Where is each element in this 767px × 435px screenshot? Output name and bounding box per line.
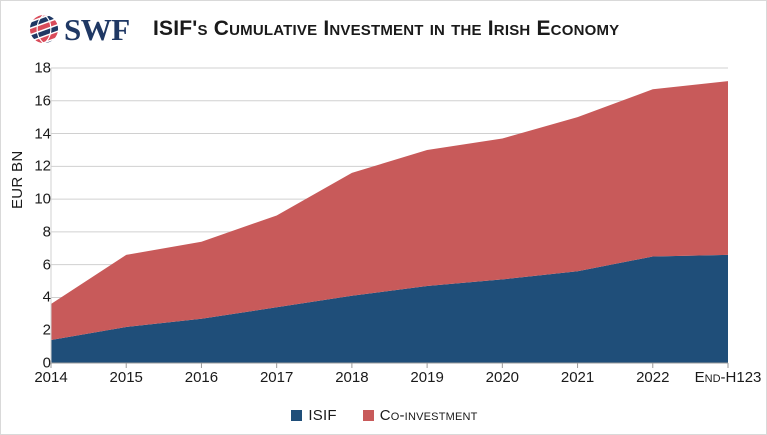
- page-title: ISIF's Cumulative Investment in the Iris…: [153, 17, 620, 40]
- x-axis-tick-label-2018: 2018: [335, 369, 369, 386]
- area-chart-canvas: [50, 67, 729, 368]
- y-axis-tick-2: 2: [42, 321, 51, 339]
- x-axis-tick-label-2020: 2020: [485, 369, 520, 386]
- chart-header: SWF ISIF's Cumulative Investment in the …: [1, 1, 767, 57]
- x-axis-tick-label-2017: 2017: [259, 369, 294, 386]
- y-axis-tick-10: 10: [34, 190, 51, 208]
- plot-area: EUR BN 18 16 14 12 10 8 6 4 2 0 2014 2015 2016 2017 2…: [1, 57, 767, 387]
- y-axis-tick-12: 12: [34, 157, 51, 175]
- legend-label: ISIF: [308, 407, 337, 424]
- legend-item-isif[interactable]: ISIF: [291, 407, 337, 424]
- legend-swatch-icon: [362, 410, 374, 421]
- y-axis-tick-8: 8: [42, 223, 51, 241]
- y-axis-tick-labels: 18 16 14 12 10 8 6 4 2 0: [25, 57, 51, 387]
- legend-swatch-icon: [291, 410, 303, 421]
- y-axis-tick-16: 16: [34, 92, 51, 110]
- y-axis-tick-18: 18: [34, 59, 51, 77]
- y-axis-tick-4: 4: [42, 288, 51, 306]
- legend-label: Co-investment: [379, 407, 478, 424]
- area-series-co-investment: [51, 81, 728, 341]
- x-axis-tick-label-end-h123: End-H123: [694, 369, 762, 386]
- x-axis-tick-labels: 2014 2015 2016 2017 2018 2019 2020 2021 2022 End-…: [1, 369, 767, 393]
- x-axis-tick-label-2016: 2016: [184, 369, 219, 386]
- x-axis-tick-label-2014: 2014: [34, 369, 68, 386]
- chart-legend: ISIF Co-investment: [1, 407, 767, 424]
- legend-item-co-investment[interactable]: Co-investment: [362, 407, 478, 424]
- brand-logo: SWF: [25, 9, 130, 49]
- x-axis-tick-label-2022: 2022: [636, 369, 670, 386]
- series-areas: [51, 81, 728, 363]
- area-series-isif: [51, 254, 728, 363]
- globe-icon: [29, 14, 59, 44]
- y-axis-tick-14: 14: [34, 125, 51, 143]
- x-axis-tick-label-2019: 2019: [410, 369, 444, 386]
- x-axis-ticks: [50, 363, 729, 368]
- brand-logo-text: SWF: [64, 11, 130, 47]
- axis-lines: [50, 68, 728, 364]
- x-axis-tick-label-2015: 2015: [109, 369, 143, 386]
- y-axis-tick-0: 0: [42, 354, 51, 372]
- x-axis-tick-label-2021: 2021: [560, 369, 595, 386]
- y-axis-tick-6: 6: [42, 256, 51, 274]
